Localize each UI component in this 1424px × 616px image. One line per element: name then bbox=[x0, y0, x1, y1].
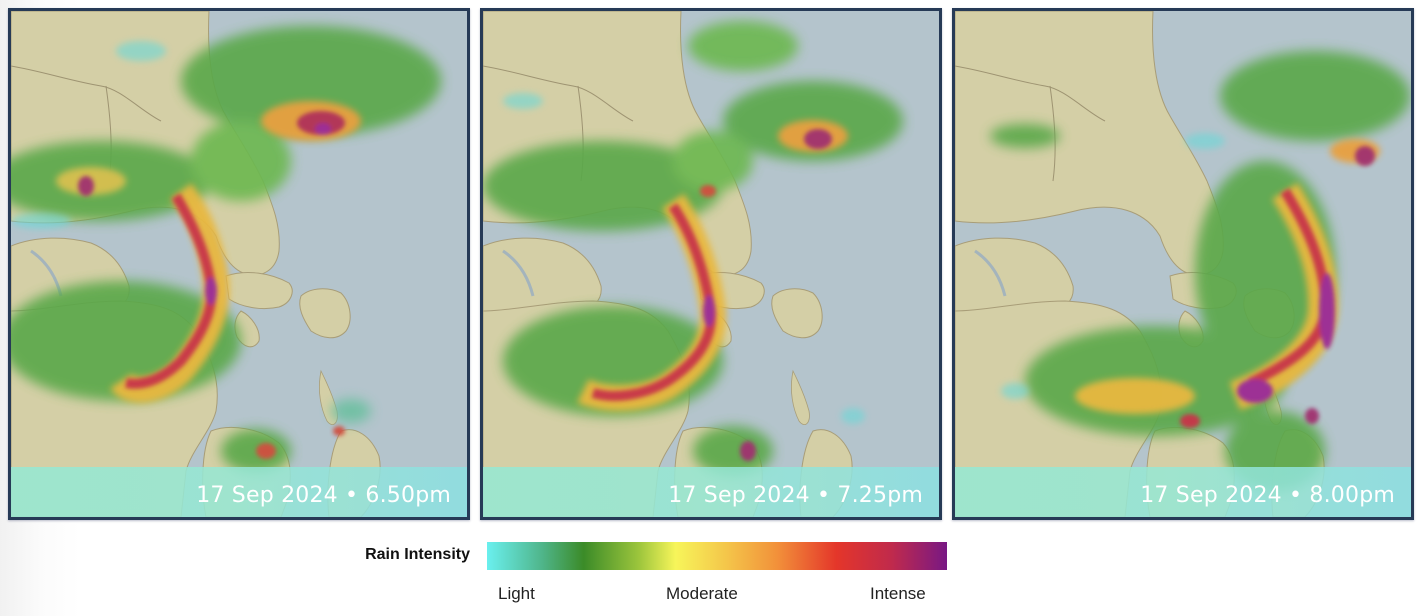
legend-label-moderate: Moderate bbox=[666, 584, 738, 603]
timestamp-band bbox=[955, 467, 1411, 517]
timestamp-band bbox=[11, 467, 467, 517]
radar-map bbox=[955, 11, 1411, 517]
legend-title: Rain Intensity bbox=[365, 546, 470, 563]
radar-panel-800pm: 17 Sep 2024 • 8.00pm bbox=[952, 8, 1414, 520]
timestamp-band bbox=[483, 467, 939, 517]
radar-panel-650pm: 17 Sep 2024 • 6.50pm bbox=[8, 8, 470, 520]
timestamp-label: 17 Sep 2024 • 6.50pm bbox=[196, 483, 451, 508]
legend-label-intense: Intense bbox=[870, 584, 926, 603]
legend-label-light: Light bbox=[498, 584, 535, 603]
radar-panel-725pm: 17 Sep 2024 • 7.25pm bbox=[480, 8, 942, 520]
radar-map bbox=[11, 11, 467, 517]
timestamp-label: 17 Sep 2024 • 7.25pm bbox=[668, 483, 923, 508]
rain-intensity-color-scale bbox=[487, 542, 947, 570]
radar-map bbox=[483, 11, 939, 517]
timestamp-label: 17 Sep 2024 • 8.00pm bbox=[1140, 483, 1395, 508]
